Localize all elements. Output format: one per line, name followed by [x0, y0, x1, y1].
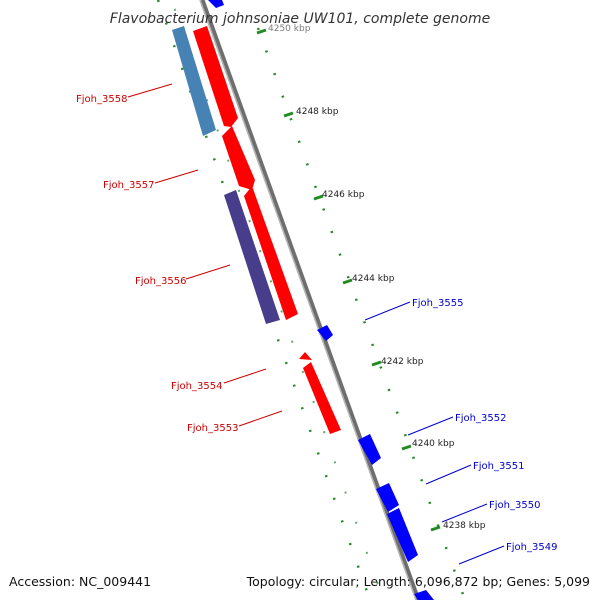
- gene-label-fjoh-3551: Fjoh_3551: [473, 461, 524, 472]
- leader-lines-forward: [127, 83, 283, 427]
- genome-summary-text: Topology: circular; Length: 6,096,872 bp…: [246, 574, 590, 589]
- map-title: Flavobacterium johnsoniae UW101, complet…: [110, 11, 490, 27]
- tick-labels: 4250 kbp 4248 kbp 4246 kbp 4244 kbp 4242…: [268, 24, 486, 531]
- tick-label-4238: 4238 kbp: [443, 521, 486, 531]
- gene-arrow-fjoh-3556: [244, 186, 298, 320]
- gene-arrow-fjoh-3549: [414, 590, 434, 600]
- gene-label-fjoh-3558: Fjoh_3558: [76, 94, 127, 105]
- gene-reverse-top: [208, 0, 224, 8]
- gene-arrow-fjoh-3551: [376, 483, 399, 512]
- gene-label-fjoh-3556: Fjoh_3556: [135, 276, 186, 287]
- tick-label-4242: 4242 kbp: [381, 357, 424, 367]
- leader-lines-reverse: [364, 301, 505, 565]
- forward-gene-labels: Fjoh_3558 Fjoh_3557 Fjoh_3556 Fjoh_3554 …: [76, 94, 238, 434]
- major-ticks: [256, 28, 441, 532]
- gene-arrow-fjoh-3554: [299, 352, 312, 360]
- gene-label-fjoh-3552: Fjoh_3552: [455, 413, 506, 424]
- gene-arrow-fjoh-3557: [222, 126, 255, 190]
- cds-block-darkslateblue: [224, 190, 280, 324]
- gene-label-fjoh-3549: Fjoh_3549: [506, 542, 557, 553]
- gene-arrow-fjoh-3553: [303, 362, 341, 434]
- gene-arrow-fjoh-3558: [193, 26, 238, 127]
- tick-label-4250: 4250 kbp: [268, 24, 311, 34]
- cds-block-steelblue: [172, 26, 216, 136]
- gene-arrow-fjoh-3550: [387, 508, 418, 562]
- gene-label-fjoh-3555: Fjoh_3555: [412, 298, 463, 309]
- tick-label-4244: 4244 kbp: [352, 274, 395, 284]
- genome-backbone: [199, 0, 421, 600]
- reverse-gene-labels: Fjoh_3555 Fjoh_3552 Fjoh_3551 Fjoh_3550 …: [412, 298, 557, 553]
- tick-label-4240: 4240 kbp: [412, 439, 455, 449]
- gene-arrow-fjoh-3555: [317, 325, 333, 341]
- gene-label-fjoh-3554: Fjoh_3554: [171, 381, 222, 392]
- genome-backbone-highlight: [199, 0, 417, 600]
- tick-label-4246: 4246 kbp: [322, 190, 365, 200]
- accession-text: Accession: NC_009441: [9, 574, 151, 589]
- gene-label-fjoh-3557: Fjoh_3557: [103, 180, 154, 191]
- gene-arrow-fjoh-3552: [358, 434, 381, 465]
- gene-label-fjoh-3550: Fjoh_3550: [489, 500, 540, 511]
- tick-label-4248: 4248 kbp: [296, 107, 339, 117]
- gene-label-fjoh-3553: Fjoh_3553: [187, 423, 238, 434]
